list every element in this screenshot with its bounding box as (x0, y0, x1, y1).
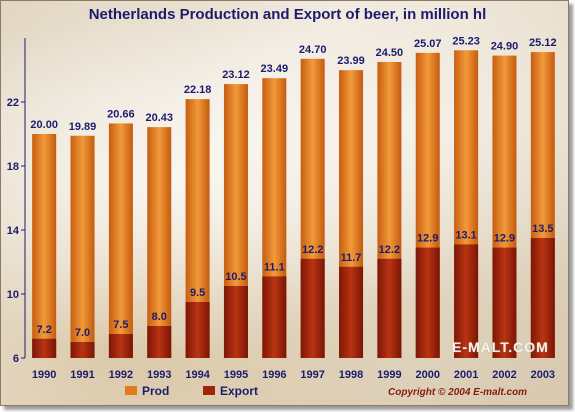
data-label-prod: 24.50 (376, 47, 404, 59)
legend-swatch-export (203, 386, 215, 395)
x-tick-label: 1994 (185, 369, 210, 381)
data-label-export: 11.1 (264, 261, 285, 273)
data-label-prod: 23.49 (261, 63, 289, 75)
bar-export (339, 266, 364, 358)
data-label-prod: 20.66 (107, 108, 135, 120)
bar-export (185, 302, 210, 358)
copyright-notice: Copyright © 2004 E-malt.com (388, 387, 528, 398)
x-tick-label: 1996 (262, 369, 286, 381)
data-label-prod: 25.23 (452, 35, 480, 47)
y-tick-label: 18 (7, 161, 19, 173)
data-label-prod: 20.00 (30, 119, 58, 131)
legend-label-prod: Prod (142, 384, 170, 398)
bar-export (223, 286, 248, 358)
data-label-prod: 24.70 (299, 44, 327, 56)
labels-group: 1990 20.00 7.2 1991 19.89 7.0 1992 20.66 7.5 1993… (30, 35, 556, 381)
chart-title: Netherlands Production and Export of bee… (88, 6, 487, 23)
x-tick-label: 1991 (70, 369, 94, 381)
bar-prod (147, 127, 172, 359)
legend-swatch-prod (125, 386, 137, 395)
bar-export (454, 244, 479, 358)
data-label-prod: 25.07 (414, 38, 442, 50)
data-label-prod: 23.12 (222, 69, 250, 81)
y-tick-label: 22 (7, 97, 19, 109)
bar-prod (70, 135, 95, 358)
data-label-export: 8.0 (152, 311, 167, 323)
x-tick-label: 1990 (32, 369, 56, 381)
data-label-export: 7.5 (113, 319, 128, 331)
data-label-export: 13.5 (532, 223, 553, 235)
y-tick-label: 6 (13, 353, 19, 365)
y-tick-label: 10 (7, 289, 19, 301)
data-label-prod: 22.18 (184, 84, 212, 96)
x-tick-label: 1993 (147, 369, 171, 381)
watermark: E-MALT.COM (452, 339, 549, 355)
x-tick-label: 1998 (339, 369, 363, 381)
legend-item-export: Export (203, 384, 258, 398)
x-tick-label: 1992 (109, 369, 133, 381)
bar-export (530, 238, 555, 358)
bar-export (147, 326, 172, 358)
data-label-export: 12.9 (494, 233, 515, 245)
bar-export (108, 334, 133, 358)
bar-export (262, 276, 287, 358)
x-tick-label: 2002 (492, 369, 516, 381)
data-label-export: 10.5 (225, 271, 246, 283)
axes: 6 10 14 18 22 (7, 38, 26, 365)
bar-export (377, 258, 402, 358)
data-label-export: 12.2 (379, 244, 400, 256)
data-label-export: 11.7 (341, 252, 362, 264)
data-label-prod: 19.89 (69, 121, 97, 133)
bar-export (70, 342, 95, 358)
data-label-export: 12.9 (417, 233, 438, 245)
bar-export (32, 338, 57, 358)
data-label-prod: 25.12 (529, 37, 557, 49)
bars-group (32, 50, 555, 359)
data-label-export: 7.2 (37, 324, 52, 336)
data-label-export: 7.0 (75, 327, 90, 339)
data-label-prod: 20.43 (145, 112, 173, 124)
data-label-export: 9.5 (190, 287, 205, 299)
x-tick-label: 2003 (531, 369, 555, 381)
x-tick-label: 2000 (416, 369, 440, 381)
bar-prod (108, 123, 133, 358)
y-tick-label: 14 (7, 225, 20, 237)
legend-item-prod: Prod (125, 384, 169, 398)
x-tick-label: 1999 (377, 369, 401, 381)
data-label-prod: 24.90 (491, 41, 519, 53)
bar-export (415, 247, 440, 358)
bar-export (492, 247, 517, 358)
x-tick-label: 1997 (300, 369, 324, 381)
x-tick-label: 2001 (454, 369, 478, 381)
data-label-prod: 23.99 (337, 55, 365, 67)
data-label-export: 13.1 (455, 229, 476, 241)
bar-prod (32, 134, 57, 358)
data-label-export: 12.2 (302, 244, 323, 256)
bar-export (300, 258, 325, 358)
x-tick-label: 1995 (224, 369, 248, 381)
legend-label-export: Export (220, 384, 259, 398)
